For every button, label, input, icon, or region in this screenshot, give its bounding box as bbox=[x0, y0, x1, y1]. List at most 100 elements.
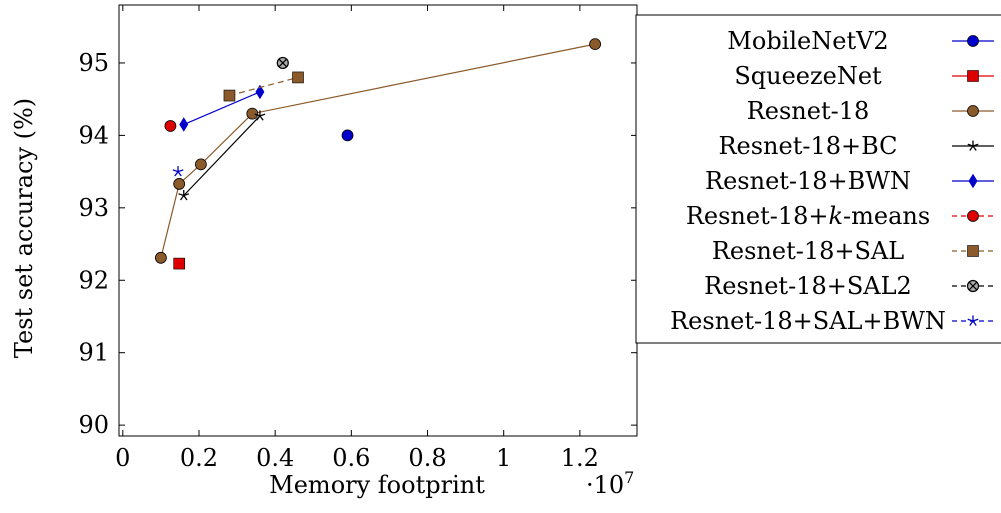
legend-label: Resnet-18 bbox=[747, 97, 870, 125]
data-point-shape bbox=[292, 71, 304, 84]
legend-marker bbox=[967, 210, 979, 222]
legend-label: Resnet-18+k-means bbox=[686, 202, 930, 230]
data-point-shape bbox=[255, 84, 265, 100]
legend-entry: Resnet-18 bbox=[747, 97, 994, 125]
data-point-shape bbox=[154, 251, 167, 264]
data-point bbox=[223, 89, 236, 102]
legend-label-text: Resnet-18+ bbox=[686, 202, 829, 230]
data-point bbox=[589, 38, 602, 51]
plot-frame bbox=[118, 4, 638, 437]
data-point-shape bbox=[254, 110, 266, 121]
legend-label-suffix: -means bbox=[843, 202, 930, 230]
y-axis-label: Test set accuracy (%) bbox=[10, 98, 38, 358]
legend-marker bbox=[967, 315, 979, 326]
x-tick-label: 0.8 bbox=[408, 444, 446, 472]
legend-entry: Resnet-18+BWN bbox=[705, 167, 994, 195]
data-point-shape bbox=[194, 158, 207, 171]
x-axis-multiplier-exponent: 7 bbox=[624, 468, 634, 487]
legend-marker bbox=[967, 35, 979, 47]
x-axis-multiplier-base: ·10 bbox=[586, 471, 624, 499]
series-6 bbox=[223, 71, 304, 102]
data-point bbox=[173, 257, 185, 270]
data-point-shape bbox=[589, 38, 602, 51]
data-point bbox=[172, 166, 184, 177]
legend-label: Resnet-18+SAL2 bbox=[704, 272, 912, 300]
legend-marker bbox=[968, 173, 978, 189]
legend-label: Resnet-18+BC bbox=[718, 132, 897, 160]
legend-marker-shape bbox=[967, 245, 979, 257]
y-tick-label: 94 bbox=[78, 121, 109, 149]
x-axis-label: Memory footprint bbox=[269, 471, 485, 499]
legend-label: Resnet-18+BWN bbox=[705, 167, 911, 195]
series-line bbox=[183, 91, 261, 126]
data-point bbox=[173, 178, 186, 190]
legend-marker-shape bbox=[967, 35, 979, 47]
data-point-cross bbox=[278, 58, 288, 68]
x-tick-label: 1.2 bbox=[561, 444, 599, 472]
legend-marker bbox=[967, 70, 979, 82]
legend-entry: Resnet-18+k-means bbox=[686, 202, 994, 230]
legend-entry: Resnet-18+BC bbox=[718, 132, 994, 160]
data-point bbox=[246, 107, 259, 120]
legend-label: MobileNetV2 bbox=[727, 27, 888, 55]
x-tick-label: 0.6 bbox=[332, 444, 370, 472]
series-line bbox=[229, 76, 299, 97]
legend-marker-shape bbox=[967, 105, 979, 117]
data-point bbox=[164, 120, 177, 132]
legend-marker bbox=[967, 140, 979, 151]
data-point bbox=[194, 158, 207, 171]
legend-box bbox=[635, 14, 1001, 344]
series-7 bbox=[276, 56, 289, 70]
y-tick-label: 93 bbox=[78, 194, 109, 222]
legend-marker-shape bbox=[967, 210, 979, 222]
legend-entry: Resnet-18+SAL2 bbox=[704, 272, 994, 300]
legend-marker bbox=[967, 245, 979, 257]
y-tick-label: 95 bbox=[78, 49, 109, 77]
series-8 bbox=[172, 166, 184, 177]
legend-marker-shape bbox=[967, 315, 979, 326]
legend-label: SqueezeNet bbox=[734, 62, 882, 90]
series-line bbox=[183, 115, 261, 196]
legend-marker-shape bbox=[967, 140, 979, 151]
series-3 bbox=[178, 110, 266, 201]
series-1 bbox=[173, 257, 185, 270]
y-tick-label: 90 bbox=[78, 411, 109, 439]
legend: MobileNetV2 SqueezeNet Resnet-18 Resnet-18+… bbox=[635, 14, 1001, 344]
x-tick-label: 1 bbox=[496, 444, 511, 472]
data-point-shape bbox=[341, 129, 354, 142]
legend-marker-cross bbox=[968, 281, 978, 291]
data-point bbox=[254, 110, 266, 121]
data-point bbox=[276, 56, 289, 70]
x-tick-label: 0 bbox=[115, 444, 130, 472]
y-tick-label: 91 bbox=[78, 339, 109, 367]
series-2 bbox=[154, 38, 602, 264]
series-layer bbox=[154, 38, 602, 270]
data-point-shape bbox=[173, 257, 185, 270]
data-point-shape bbox=[172, 166, 184, 177]
x-tick-label: 0.2 bbox=[180, 444, 218, 472]
data-point bbox=[341, 129, 354, 142]
data-point bbox=[179, 117, 189, 132]
data-point bbox=[154, 251, 167, 264]
legend-label: Resnet-18+SAL+BWN bbox=[670, 307, 946, 335]
legend-label: Resnet-18+SAL bbox=[712, 237, 904, 265]
legend-entry: Resnet-18+SAL+BWN bbox=[670, 307, 994, 335]
axes-layer: 0 0.2 0.4 0.6 0.8 1 1.2 90 91 92 93 94 95 bbox=[78, 4, 638, 472]
legend-entry: SqueezeNet bbox=[734, 62, 994, 90]
data-point bbox=[292, 71, 304, 84]
legend-entry: Resnet-18+SAL bbox=[712, 237, 994, 265]
legend-marker-shape bbox=[968, 173, 978, 189]
x-axis-multiplier: ·107 bbox=[586, 468, 634, 499]
legend-marker bbox=[967, 105, 979, 117]
data-point bbox=[178, 190, 190, 201]
data-point-shape bbox=[246, 107, 259, 120]
series-0 bbox=[341, 129, 354, 142]
data-point-shape bbox=[179, 117, 189, 132]
data-point bbox=[255, 84, 265, 100]
series-4 bbox=[179, 84, 265, 132]
data-point-shape bbox=[223, 89, 236, 102]
data-point-shape bbox=[164, 120, 177, 132]
data-point-shape bbox=[173, 178, 186, 190]
legend-entry: MobileNetV2 bbox=[727, 27, 994, 55]
legend-label-math: k bbox=[828, 202, 843, 230]
